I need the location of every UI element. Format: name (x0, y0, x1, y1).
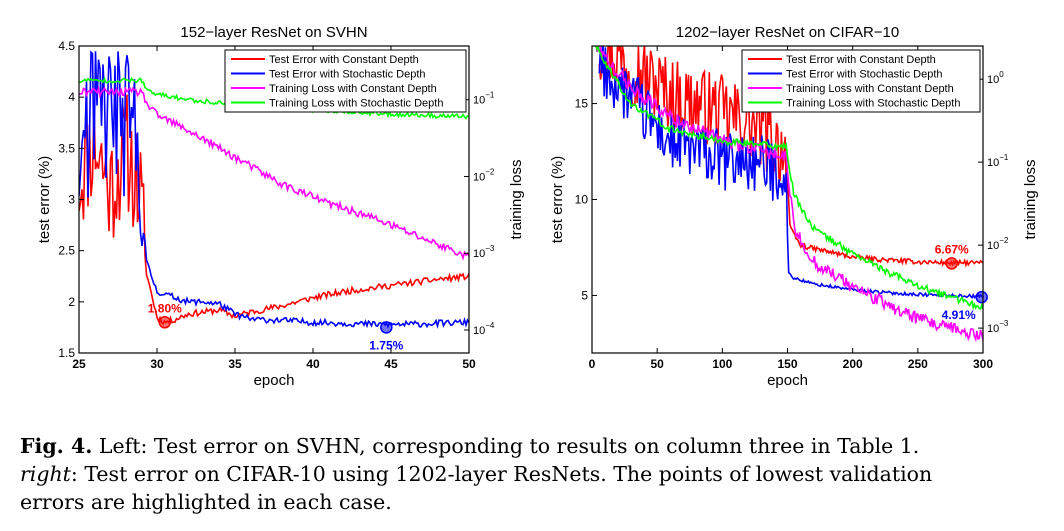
y-axis-label: test error (%) (36, 156, 53, 244)
x-tick-label: 150 (777, 357, 797, 371)
caption-line-3: errors are highlighted in each case. (20, 490, 392, 514)
chart-title: 152−layer ResNet on SVHN (180, 24, 367, 41)
legend: Test Error with Constant Depth Test Error… (741, 49, 981, 113)
y-tick-label: 5 (581, 288, 588, 302)
legend-entry: Test Error with Stochastic Depth (786, 69, 943, 81)
caption-fig-label: Fig. 4. (20, 434, 93, 458)
lowest-error-marker (158, 316, 172, 329)
y2-tick-label: 10−4 (473, 321, 495, 337)
lowest-error-label: 4.91% (942, 308, 976, 322)
x-axis-label: epoch (254, 372, 295, 389)
caption-right-word: right (20, 462, 71, 486)
y2-tick-label: 100 (987, 70, 1004, 86)
y2-axis-label: training loss (1022, 159, 1039, 239)
lowest-error-label: 1.75% (369, 338, 403, 352)
lowest-error-marker (380, 321, 393, 334)
y2-tick-label: 10−1 (473, 91, 495, 107)
legend-entry: Test Error with Constant Depth (269, 54, 419, 66)
x-tick-label: 50 (650, 357, 664, 371)
y-tick-label: 4 (68, 90, 75, 104)
y-tick-label: 1.5 (58, 346, 75, 360)
x-tick-label: 45 (384, 357, 398, 371)
y-tick-label: 3.5 (58, 141, 75, 155)
x-tick-label: 300 (973, 357, 993, 371)
x-tick-label: 40 (306, 357, 320, 371)
legend-entry: Test Error with Constant Depth (786, 54, 936, 66)
series-line-2 (79, 50, 469, 330)
lowest-error-marker (945, 257, 958, 270)
x-axis-label: epoch (767, 372, 808, 389)
x-tick-label: 25 (72, 357, 86, 371)
y-tick-label: 2 (68, 295, 75, 309)
y2-tick-label: 10−2 (473, 167, 495, 183)
caption-line1-text: Left: Test error on SVHN, corresponding … (92, 434, 920, 458)
y-tick-label: 4.5 (58, 39, 75, 53)
y-axis-label: test error (%) (549, 156, 566, 244)
caption-line2-text: : Test error on CIFAR-10 using 1202-laye… (70, 462, 933, 486)
y2-tick-label: 10−1 (987, 153, 1009, 169)
cifar-chart: 1202−layer ResNet on CIFAR−10 6.67% 4.91% 0… (549, 24, 1039, 389)
series-line-1 (79, 94, 469, 326)
y-tick-label: 2.5 (58, 244, 75, 258)
y2-axis-label: training loss (508, 159, 525, 239)
x-tick-label: 35 (228, 357, 242, 371)
y-tick-label: 3 (68, 193, 75, 207)
series-line-4 (595, 46, 983, 311)
x-tick-label: 0 (589, 357, 596, 371)
series-line-2 (598, 46, 983, 299)
x-tick-label: 30 (150, 357, 164, 371)
legend-entry: Training Loss with Stochastic Depth (786, 98, 960, 110)
legend: Test Error with Constant Depth Test Error… (224, 49, 467, 113)
lowest-error-label: 6.67% (935, 242, 969, 256)
legend-entry: Training Loss with Constant Depth (269, 83, 437, 95)
lowest-error-marker (975, 290, 988, 304)
lowest-error-label: 1.80% (148, 301, 182, 315)
y-tick-label: 15 (575, 97, 589, 111)
caption-line-2: right: Test error on CIFAR-10 using 1202… (20, 460, 1050, 488)
series-line-3 (595, 46, 983, 343)
x-tick-label: 250 (908, 357, 928, 371)
y2-tick-label: 10−3 (987, 319, 1009, 335)
y2-tick-label: 10−3 (473, 244, 495, 260)
x-tick-label: 100 (712, 357, 732, 371)
series-line-3 (79, 85, 469, 261)
legend-entry: Training Loss with Stochastic Depth (269, 98, 443, 110)
legend-entry: Training Loss with Constant Depth (786, 83, 954, 95)
figure-caption: Fig. 4. Left: Test error on SVHN, corres… (20, 432, 1050, 516)
legend-entry: Test Error with Stochastic Depth (269, 69, 426, 81)
caption-line-1: Fig. 4. Left: Test error on SVHN, corres… (20, 432, 1050, 460)
y2-tick-label: 10−2 (987, 236, 1009, 252)
chart-title: 1202−layer ResNet on CIFAR−10 (676, 24, 899, 41)
y-tick-label: 10 (575, 193, 589, 207)
series-line-1 (598, 46, 983, 268)
x-tick-label: 50 (462, 357, 476, 371)
x-tick-label: 200 (843, 357, 863, 371)
